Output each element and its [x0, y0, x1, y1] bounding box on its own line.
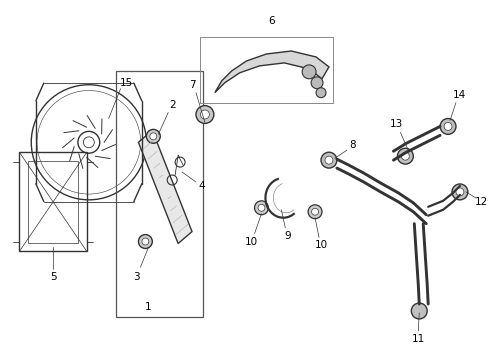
- Circle shape: [316, 88, 326, 98]
- Circle shape: [321, 152, 337, 168]
- Text: 12: 12: [475, 197, 489, 207]
- Circle shape: [142, 238, 149, 245]
- Circle shape: [254, 201, 269, 215]
- Bar: [116, 71, 203, 317]
- Text: 7: 7: [189, 80, 196, 90]
- Circle shape: [302, 65, 316, 79]
- Circle shape: [258, 204, 265, 211]
- Circle shape: [139, 235, 152, 248]
- Text: 11: 11: [412, 334, 425, 344]
- Text: 14: 14: [453, 90, 466, 100]
- Circle shape: [312, 208, 318, 215]
- Circle shape: [147, 129, 160, 143]
- Text: 15: 15: [120, 78, 133, 88]
- Text: 3: 3: [133, 272, 140, 282]
- Text: 4: 4: [198, 181, 205, 191]
- Text: 2: 2: [169, 100, 175, 109]
- Text: 13: 13: [390, 120, 403, 130]
- Polygon shape: [139, 130, 192, 243]
- Circle shape: [452, 184, 468, 200]
- Circle shape: [308, 205, 322, 219]
- Text: 10: 10: [315, 240, 328, 251]
- Circle shape: [456, 188, 464, 196]
- Circle shape: [200, 110, 209, 119]
- Circle shape: [444, 122, 452, 130]
- Circle shape: [411, 303, 427, 319]
- Text: 1: 1: [145, 302, 152, 312]
- Circle shape: [196, 105, 214, 123]
- Circle shape: [401, 152, 409, 160]
- Bar: [20, 152, 87, 251]
- Text: 9: 9: [284, 230, 291, 240]
- Text: 10: 10: [245, 237, 258, 247]
- Circle shape: [325, 156, 333, 164]
- Circle shape: [150, 133, 157, 140]
- Text: 6: 6: [268, 16, 275, 26]
- Bar: [28, 161, 78, 243]
- Text: 8: 8: [349, 140, 356, 150]
- Polygon shape: [215, 51, 329, 93]
- Circle shape: [397, 148, 413, 164]
- Bar: [200, 37, 333, 103]
- Circle shape: [440, 118, 456, 134]
- Circle shape: [311, 77, 323, 89]
- Text: 5: 5: [50, 272, 56, 282]
